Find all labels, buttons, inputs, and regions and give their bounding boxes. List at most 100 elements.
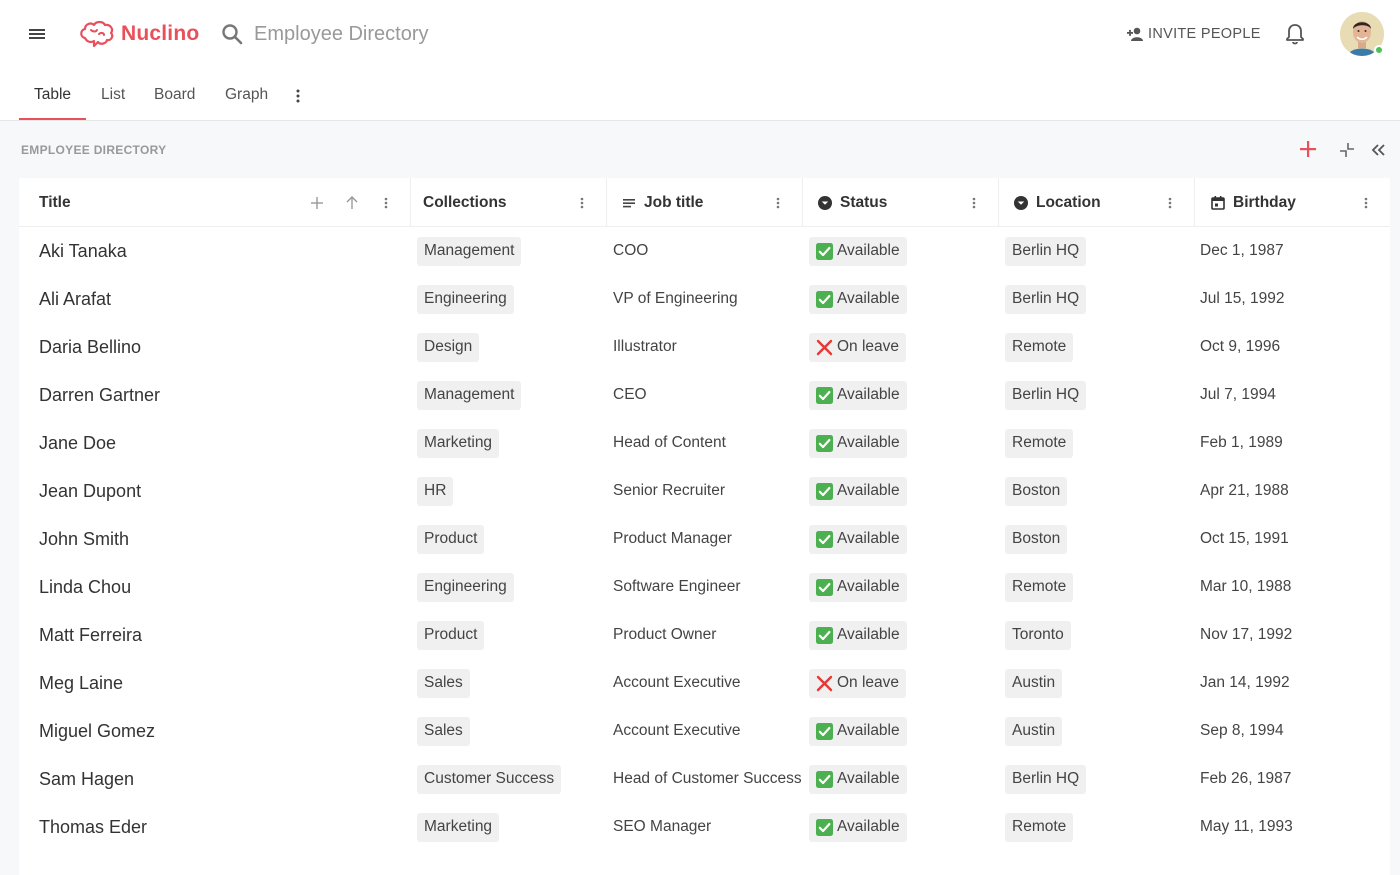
status-chip[interactable]: Available [809, 236, 907, 266]
table-row[interactable]: Miguel Gomez Sales Account Executive Availa… [19, 707, 1390, 755]
birthday-cell[interactable]: Feb 1, 1989 [1200, 434, 1283, 451]
birthday-cell[interactable]: Oct 9, 1996 [1200, 338, 1281, 355]
status-chip[interactable]: Available [809, 476, 907, 506]
job-title-cell[interactable]: Account Executive [613, 674, 741, 691]
tab-board[interactable]: Board [154, 86, 196, 103]
birthday-cell[interactable]: Dec 1, 1987 [1200, 242, 1284, 259]
row-title[interactable]: Meg Laine [39, 672, 124, 693]
birthday-cell[interactable]: Jul 7, 1994 [1200, 386, 1276, 403]
birthday-cell[interactable]: Jul 15, 1992 [1200, 290, 1285, 307]
birthday-cell[interactable]: Mar 10, 1988 [1200, 578, 1292, 595]
birthday-cell[interactable]: Jan 14, 1992 [1200, 674, 1290, 691]
birthday-cell[interactable]: Feb 26, 1987 [1200, 770, 1292, 787]
column-menu-icon[interactable] [1361, 194, 1371, 212]
job-title-cell[interactable]: COO [613, 242, 649, 259]
column-menu-icon[interactable] [969, 194, 979, 212]
row-title[interactable]: Ali Arafat [39, 288, 112, 309]
job-title-cell[interactable]: Product Manager [613, 530, 732, 547]
hamburger-menu-icon[interactable] [27, 24, 49, 44]
collection-chip[interactable]: Engineering [417, 284, 514, 314]
row-title[interactable]: Matt Ferreira [39, 624, 143, 645]
row-title[interactable]: Sam Hagen [39, 768, 135, 789]
birthday-cell[interactable]: Sep 8, 1994 [1200, 722, 1284, 739]
row-title[interactable]: Jane Doe [39, 432, 117, 453]
location-chip[interactable]: Boston [1005, 476, 1068, 506]
job-title-cell[interactable]: Account Executive [613, 722, 741, 739]
collection-chip[interactable]: Marketing [417, 812, 500, 842]
table-row[interactable]: Thomas Eder Marketing SEO Manager Available… [19, 803, 1390, 851]
status-chip[interactable]: Available [809, 764, 907, 794]
invite-people-button[interactable]: INVITE PEOPLE [1126, 22, 1261, 46]
row-title[interactable]: Darren Gartner [39, 384, 161, 405]
table-row[interactable]: Matt Ferreira Product Product Owner Availab… [19, 611, 1390, 659]
status-chip[interactable]: Available [809, 428, 907, 458]
collection-chip[interactable]: Design [417, 332, 480, 362]
collection-chip[interactable]: Product [417, 524, 485, 554]
collection-chip[interactable]: Product [417, 620, 485, 650]
status-chip[interactable]: On leave [809, 668, 907, 698]
birthday-cell[interactable]: Oct 15, 1991 [1200, 530, 1289, 547]
job-title-cell[interactable]: Senior Recruiter [613, 482, 725, 499]
collection-chip[interactable]: Management [417, 236, 522, 266]
location-chip[interactable]: Remote [1005, 812, 1074, 842]
table-row[interactable]: Meg Laine Sales Account Executive On leave A… [19, 659, 1390, 707]
table-row[interactable]: Sam Hagen Customer Success Head of Custome… [19, 755, 1390, 803]
table-row[interactable]: Darren Gartner Management CEO Available Berl… [19, 371, 1390, 419]
row-title[interactable]: Linda Chou [39, 576, 132, 597]
location-chip[interactable]: Austin [1005, 716, 1063, 746]
table-row[interactable]: Linda Chou Engineering Software Engineer Av… [19, 563, 1390, 611]
birthday-cell[interactable]: Apr 21, 1988 [1200, 482, 1289, 499]
row-title[interactable]: Daria Bellino [39, 336, 142, 357]
row-title[interactable]: Thomas Eder [39, 816, 148, 837]
status-chip[interactable]: Available [809, 284, 907, 314]
job-title-cell[interactable]: Head of Customer Success [613, 770, 802, 787]
location-chip[interactable]: Remote [1005, 572, 1074, 602]
column-menu-icon[interactable] [381, 194, 391, 212]
row-title[interactable]: John Smith [39, 528, 130, 549]
search-bar[interactable]: Employee Directory [220, 20, 429, 48]
column-menu-icon[interactable] [773, 194, 783, 212]
status-chip[interactable]: Available [809, 812, 907, 842]
row-title[interactable]: Miguel Gomez [39, 720, 156, 741]
collection-chip[interactable]: Customer Success [417, 764, 562, 794]
add-column-icon[interactable] [309, 194, 325, 212]
status-chip[interactable]: Available [809, 572, 907, 602]
nuclino-logo[interactable]: Nuclino [79, 19, 199, 49]
column-header-title[interactable]: Title [19, 178, 411, 227]
column-header-location[interactable]: Location [999, 178, 1195, 227]
status-chip[interactable]: On leave [809, 332, 907, 362]
collection-chip[interactable]: Sales [417, 716, 470, 746]
tab-graph[interactable]: Graph [225, 86, 269, 103]
collection-chip[interactable]: Management [417, 380, 522, 410]
collection-chip[interactable]: HR [417, 476, 454, 506]
collection-chip[interactable]: Marketing [417, 428, 500, 458]
location-chip[interactable]: Berlin HQ [1005, 284, 1087, 314]
column-menu-icon[interactable] [1165, 194, 1175, 212]
column-header-collections[interactable]: Collections [411, 178, 607, 227]
tab-table[interactable]: Table [34, 86, 72, 103]
status-chip[interactable]: Available [809, 524, 907, 554]
job-title-cell[interactable]: Software Engineer [613, 578, 741, 595]
sort-ascending-icon[interactable] [344, 194, 360, 212]
collection-chip[interactable]: Sales [417, 668, 470, 698]
table-row[interactable]: Daria Bellino Design Illustrator On leave Re… [19, 323, 1390, 371]
table-row[interactable]: Ali Arafat Engineering VP of Engineering Av… [19, 275, 1390, 323]
location-chip[interactable]: Berlin HQ [1005, 764, 1087, 794]
column-header-birthday[interactable]: Birthday [1195, 178, 1390, 227]
location-chip[interactable]: Boston [1005, 524, 1068, 554]
job-title-cell[interactable]: SEO Manager [613, 818, 712, 835]
location-chip[interactable]: Remote [1005, 332, 1074, 362]
column-menu-icon[interactable] [577, 194, 587, 212]
table-row[interactable]: Jane Doe Marketing Head of Content Availabl… [19, 419, 1390, 467]
location-chip[interactable]: Berlin HQ [1005, 236, 1087, 266]
more-views-icon[interactable] [292, 87, 304, 105]
birthday-cell[interactable]: May 11, 1993 [1200, 818, 1293, 835]
job-title-cell[interactable]: Head of Content [613, 434, 726, 451]
table-row[interactable]: John Smith Product Product Manager Availabl… [19, 515, 1390, 563]
location-chip[interactable]: Austin [1005, 668, 1063, 698]
job-title-cell[interactable]: Product Owner [613, 626, 717, 643]
status-chip[interactable]: Available [809, 380, 907, 410]
row-title[interactable]: Aki Tanaka [39, 240, 127, 261]
column-header-job-title[interactable]: Job title [607, 178, 803, 227]
job-title-cell[interactable]: Illustrator [613, 338, 677, 355]
